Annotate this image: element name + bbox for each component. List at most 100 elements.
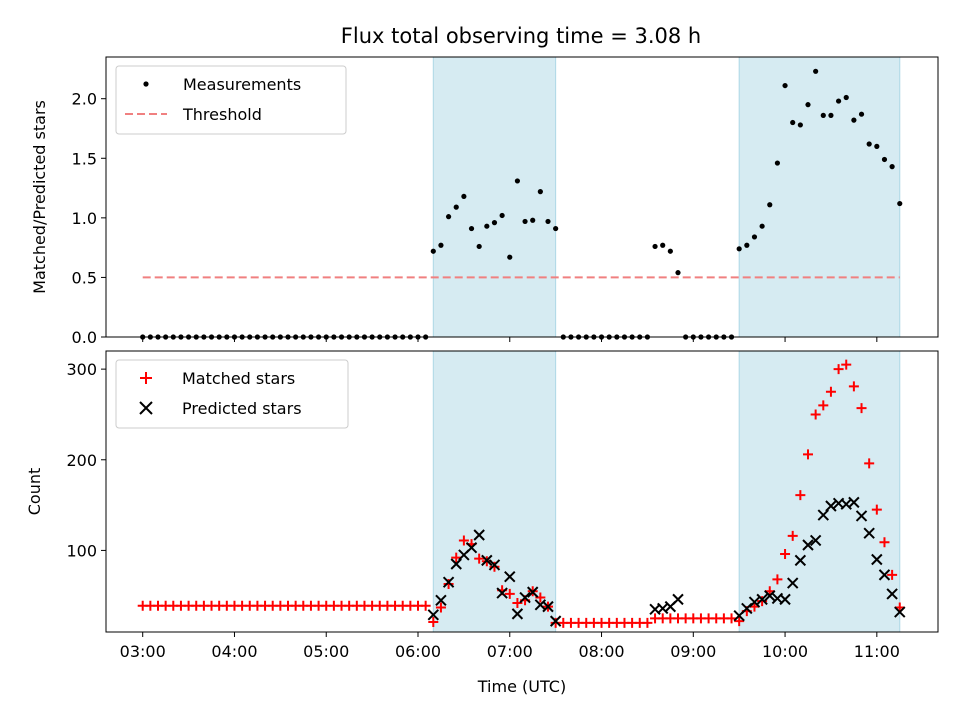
- predicted-star-point: [504, 570, 516, 583]
- matched-star-point: [435, 602, 446, 613]
- matched-star-point: [443, 578, 454, 589]
- y-tick-label: 0.5: [72, 268, 97, 287]
- measurement-point: [767, 202, 773, 208]
- measurement-point: [851, 117, 857, 123]
- predicted-star-point: [764, 590, 776, 602]
- measurement-point: [675, 270, 681, 276]
- measurement-point: [774, 160, 781, 166]
- shaded-interval: [738, 350, 901, 633]
- predicted-star-point: [442, 576, 455, 588]
- y-tick-label: 1.5: [72, 149, 97, 168]
- measurement-point: [445, 214, 452, 220]
- predicted-star-point: [519, 591, 531, 604]
- predicted-star-point: [496, 587, 508, 599]
- measurement-point: [652, 243, 658, 250]
- measurement-point: [537, 189, 543, 195]
- top-panel: 0.0 0.5 1.0 1.5 2.0 Matched/Predicted stars Me…: [30, 56, 939, 347]
- y-tick-label: 0.0: [72, 328, 97, 347]
- legend-label: Measurements: [183, 75, 301, 94]
- bottom-panel: 100 200 300 03:00 04:00 05:00 06:00 07:00 08:00 0…: [25, 350, 939, 696]
- x-tick-label: 10:00: [762, 642, 808, 661]
- predicted-star-point: [756, 593, 768, 606]
- measurement-point: [484, 223, 490, 229]
- matched-star-point: [825, 386, 836, 397]
- legend-label: Matched stars: [182, 369, 295, 388]
- predicted-star-point: [549, 615, 562, 627]
- predicted-star-point: [779, 593, 791, 606]
- measurement-point: [468, 225, 475, 232]
- matched-star-point: [451, 552, 462, 563]
- measurement-point: [866, 141, 872, 147]
- matched-star-point: [787, 530, 798, 541]
- measurement-point: [759, 223, 765, 229]
- y-tick-label: 2.0: [72, 90, 97, 109]
- measurement-point: [874, 143, 880, 149]
- predicted-star-point: [435, 594, 447, 606]
- predicted-star-point: [488, 559, 501, 571]
- predicted-star-point: [672, 593, 684, 606]
- predicted-star-point: [794, 554, 807, 567]
- measurement-point: [453, 204, 459, 210]
- shaded-interval: [432, 350, 557, 633]
- measurement-point: [522, 218, 528, 225]
- measurement-point: [476, 243, 482, 250]
- measurement-point: [828, 112, 834, 118]
- axes-frame: [105, 350, 939, 633]
- shaded-interval: [432, 56, 557, 338]
- x-tick-label: 09:00: [670, 642, 716, 661]
- x-tick-label: 04:00: [211, 642, 257, 661]
- measurement-point: [438, 242, 444, 248]
- measurement-point: [835, 98, 842, 104]
- y-tick-label: 300: [66, 360, 97, 379]
- matched-star-point: [818, 400, 829, 411]
- predicted-star-point: [855, 510, 868, 522]
- y-axis-label: Count: [25, 468, 44, 516]
- matched-star-point: [458, 535, 469, 546]
- x-axis-label: Time (UTC): [477, 677, 566, 696]
- predicted-star-point: [809, 534, 822, 547]
- legend-box: [115, 65, 347, 135]
- shaded-interval: [738, 56, 901, 338]
- predicted-star-point: [786, 577, 799, 589]
- matched-star-point: [856, 403, 867, 414]
- x-tick-label: 05:00: [303, 642, 349, 661]
- predicted-star-point: [886, 588, 898, 600]
- matched-star-point: [833, 364, 844, 375]
- measurement-point: [553, 225, 559, 232]
- measurement-point: [461, 193, 467, 200]
- measurement-point: [881, 156, 888, 163]
- x-tick-label: 07:00: [487, 642, 533, 661]
- y-tick-label: 100: [66, 541, 97, 560]
- measurement-point: [530, 217, 536, 223]
- measurement-point: [782, 82, 788, 89]
- matched-star-point: [795, 490, 806, 501]
- predicted-star-point: [473, 529, 485, 541]
- matched-star-point: [841, 359, 852, 370]
- measurement-point: [491, 220, 498, 226]
- matched-star-point: [642, 617, 653, 628]
- legend-marker-matched: [140, 372, 152, 384]
- measurement-point: [514, 178, 521, 184]
- measurement-point: [545, 218, 551, 225]
- measurement-point: [820, 112, 826, 118]
- predicted-star-point: [542, 600, 554, 613]
- predicted-star-point: [481, 554, 493, 567]
- measurement-point: [889, 164, 895, 170]
- predicted-star-point: [465, 541, 478, 554]
- predicted-star-point: [526, 586, 539, 598]
- matched-star-point: [504, 588, 515, 599]
- matched-star-point: [803, 449, 813, 460]
- matched-star-point: [864, 458, 875, 469]
- matched-star-point: [420, 600, 431, 611]
- measurement-point: [507, 254, 513, 260]
- predicted-star-point: [894, 606, 906, 618]
- predicted-star-point: [748, 596, 761, 608]
- legend-marker-measurements: [143, 81, 149, 87]
- measurement-point: [744, 242, 750, 248]
- measurement-point: [813, 68, 819, 74]
- matched-star-point: [772, 574, 783, 585]
- legend-label: Predicted stars: [182, 399, 302, 418]
- predicted-star-point: [825, 500, 837, 512]
- predicted-star-point: [511, 608, 524, 620]
